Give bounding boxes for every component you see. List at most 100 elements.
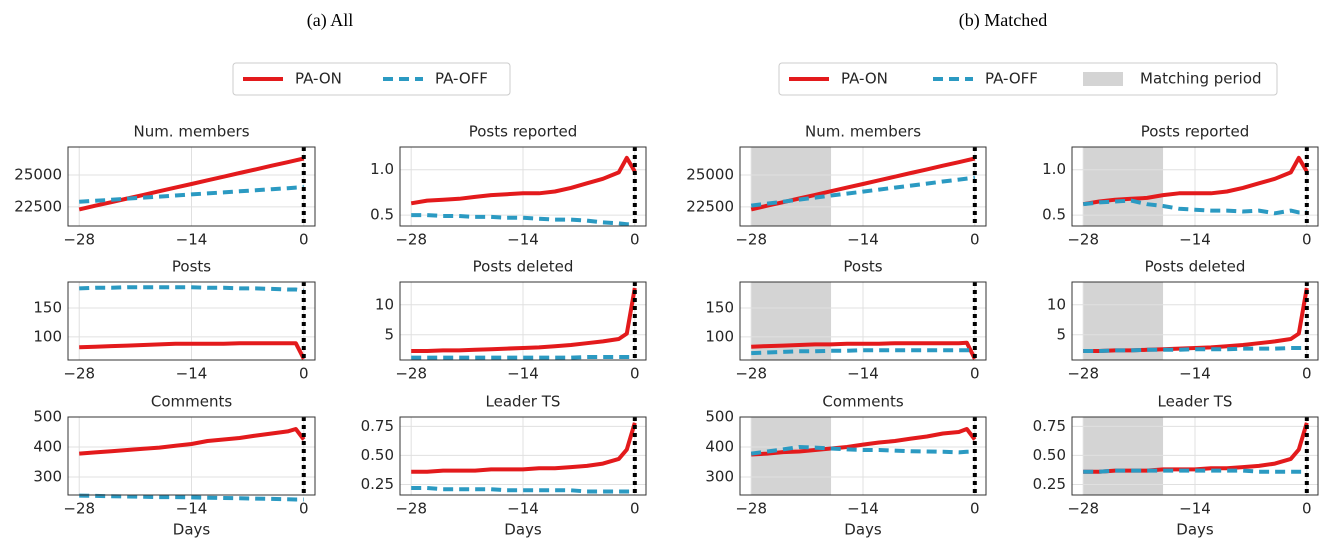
y-tick-label: 22500 (686, 197, 734, 215)
y-tick-label: 150 (33, 299, 62, 317)
line-series (411, 213, 635, 227)
x-tick-label: −14 (847, 365, 879, 383)
legend-label: PA-ON (295, 70, 342, 88)
x-tick-label: −14 (1179, 231, 1211, 249)
line-series (751, 340, 977, 360)
y-tick-label: 300 (705, 468, 734, 486)
subplot-title: Posts (172, 258, 211, 276)
x-axis-label: Days (504, 521, 542, 539)
x-tick-label: 0 (1302, 365, 1312, 383)
line-series (751, 427, 977, 457)
y-tick-label: 5 (1056, 325, 1066, 343)
y-tick-label: 0.25 (1033, 475, 1066, 493)
axes-frame (1071, 281, 1319, 361)
x-tick-label: −14 (176, 231, 208, 249)
axes-frame (739, 146, 987, 227)
line-series (750, 445, 975, 456)
y-tick-label: 100 (33, 327, 62, 345)
axes-frame (739, 416, 987, 496)
subplot-title: Num. members (133, 123, 249, 141)
matching-period (1083, 147, 1164, 226)
legend-label: PA-OFF (985, 70, 1038, 88)
x-tick-label: 0 (970, 365, 980, 383)
subplot-title: Posts deleted (1145, 258, 1246, 276)
axes-frame (1071, 146, 1319, 227)
x-tick-label: −28 (63, 231, 95, 249)
line-series (411, 287, 637, 353)
y-tick-label: 0.25 (361, 475, 394, 493)
x-tick-label: 0 (299, 500, 309, 518)
matching-period (751, 147, 832, 226)
x-tick-label: −14 (507, 231, 539, 249)
axes-frame (1071, 416, 1319, 496)
line-series (79, 427, 306, 456)
axes-frame (739, 281, 987, 361)
x-axis-label: Days (1176, 521, 1214, 539)
y-tick-label: 0.50 (361, 446, 394, 464)
x-tick-label: 0 (630, 365, 640, 383)
y-tick-label: 300 (33, 468, 62, 486)
line-series (1083, 468, 1307, 474)
legend-label: Matching period (1140, 70, 1262, 88)
y-tick-label: 0.50 (1033, 446, 1066, 464)
y-tick-label: 500 (705, 408, 734, 426)
line-series (411, 355, 635, 360)
subplot-title: Leader TS (486, 393, 561, 411)
x-tick-label: −28 (735, 231, 767, 249)
y-tick-label: 400 (33, 438, 62, 456)
axes-frame (67, 146, 316, 227)
x-tick-label: −28 (63, 365, 95, 383)
matching-period (1083, 417, 1164, 495)
y-tick-label: 150 (705, 299, 734, 317)
x-tick-label: −14 (1179, 500, 1211, 518)
subplot-title: Posts reported (1141, 123, 1250, 141)
y-tick-label: 400 (705, 438, 734, 456)
x-tick-label: 0 (299, 231, 309, 249)
y-tick-label: 1.0 (370, 160, 394, 178)
x-tick-label: 0 (970, 231, 980, 249)
subplot-title: Posts reported (469, 123, 578, 141)
line-series (79, 493, 304, 502)
y-tick-label: 10 (375, 295, 394, 313)
line-series (79, 285, 305, 293)
x-axis-label: Days (173, 521, 211, 539)
axes-frame (399, 281, 647, 361)
subplot-title: Comments (822, 393, 903, 411)
y-tick-label: 0.5 (1042, 206, 1066, 224)
axes-frame (399, 416, 647, 496)
line-series (411, 486, 635, 494)
y-tick-label: 0.75 (361, 417, 394, 435)
x-tick-label: −28 (1067, 500, 1099, 518)
x-tick-label: 0 (970, 500, 980, 518)
line-series (1082, 198, 1307, 216)
matching-period (751, 417, 832, 495)
line-series (79, 341, 306, 360)
x-tick-label: 0 (299, 365, 309, 383)
y-tick-label: 25000 (14, 166, 62, 184)
line-series (411, 422, 637, 474)
x-tick-label: −28 (395, 231, 427, 249)
axes-frame (67, 416, 316, 496)
x-tick-label: −14 (507, 365, 539, 383)
panel-title: (b) Matched (959, 10, 1047, 31)
line-series (410, 155, 637, 206)
y-tick-label: 22500 (14, 197, 62, 215)
x-tick-label: −14 (847, 231, 879, 249)
x-tick-label: −14 (1179, 365, 1211, 383)
x-tick-label: 0 (1302, 500, 1312, 518)
x-tick-label: −14 (176, 500, 208, 518)
y-tick-label: 1.0 (1042, 160, 1066, 178)
x-tick-label: −28 (735, 500, 767, 518)
y-tick-label: 500 (33, 408, 62, 426)
line-series (751, 348, 975, 356)
matching-period (751, 282, 832, 360)
x-tick-label: −28 (735, 365, 767, 383)
subplot-title: Posts (843, 258, 882, 276)
legend-box (232, 62, 511, 96)
legend-swatch (1083, 72, 1123, 86)
y-tick-label: 100 (705, 327, 734, 345)
matching-period (1083, 282, 1164, 360)
x-tick-label: −28 (1067, 231, 1099, 249)
x-tick-label: −28 (395, 500, 427, 518)
